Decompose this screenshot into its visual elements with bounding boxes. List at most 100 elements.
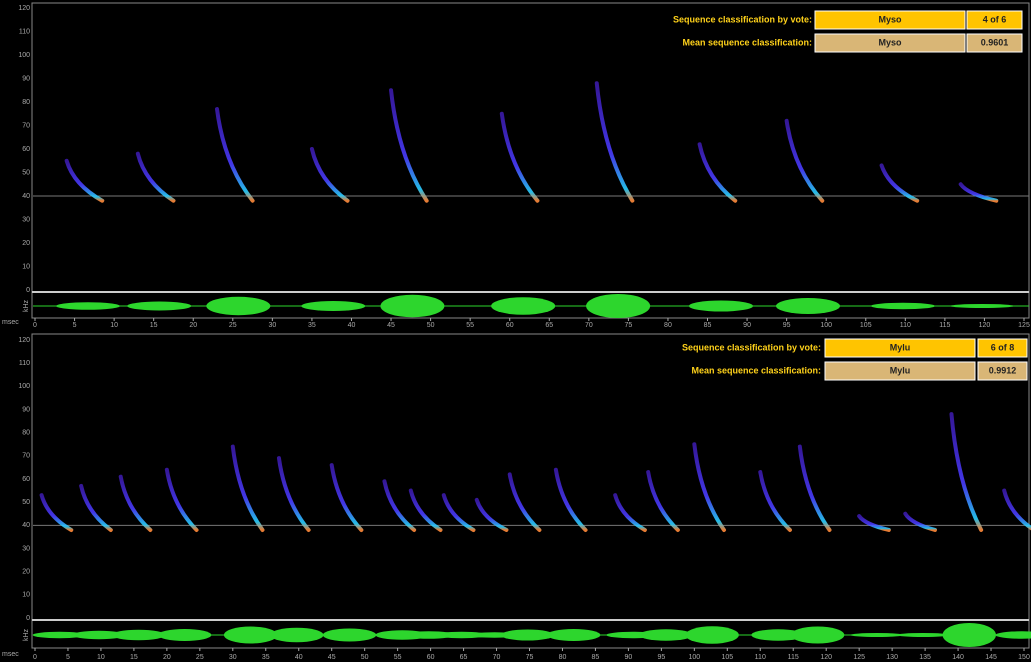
classification-label: Mean sequence classification: (691, 365, 821, 375)
y-tick-label: 90 (22, 406, 30, 413)
x-tick-label: 60 (506, 322, 514, 329)
waveform-blob (112, 630, 165, 641)
value-text: 0.9912 (989, 365, 1017, 375)
value-text: 6 of 8 (991, 342, 1015, 352)
x-tick-label: 55 (394, 654, 402, 661)
y-tick-label: 120 (18, 337, 30, 344)
x-tick-label: 50 (427, 322, 435, 329)
x-tick-label: 95 (657, 654, 665, 661)
y-tick-label: 0 (26, 287, 30, 294)
waveform-blob (158, 629, 211, 641)
x-axis-unit: msec (2, 319, 19, 326)
x-tick-label: 15 (150, 322, 158, 329)
x-tick-label: 90 (625, 654, 633, 661)
waveform-blob (270, 628, 323, 643)
waveform-blob (850, 633, 903, 637)
x-tick-label: 85 (592, 654, 600, 661)
x-tick-label: 10 (97, 654, 105, 661)
x-tick-label: 30 (229, 654, 237, 661)
y-axis-unit: kHz (23, 628, 30, 641)
waveform-blob (689, 301, 753, 312)
x-tick-label: 125 (1018, 322, 1030, 329)
x-tick-label: 105 (721, 654, 733, 661)
y-tick-label: 30 (22, 216, 30, 223)
x-tick-label: 50 (361, 654, 369, 661)
y-tick-label: 100 (18, 52, 30, 59)
waveform-blob (791, 627, 844, 644)
x-tick-label: 5 (66, 654, 70, 661)
y-tick-label: 70 (22, 453, 30, 460)
x-axis-unit: msec (2, 651, 19, 658)
y-tick-label: 70 (22, 122, 30, 129)
value-text: 0.9601 (981, 37, 1009, 47)
x-tick-label: 40 (295, 654, 303, 661)
x-tick-label: 0 (33, 654, 37, 661)
y-tick-label: 110 (19, 360, 30, 367)
x-tick-label: 135 (919, 654, 931, 661)
x-tick-label: 30 (268, 322, 276, 329)
y-tick-label: 60 (22, 146, 30, 153)
waveform-blob (776, 298, 840, 314)
y-tick-label: 40 (22, 193, 30, 200)
x-tick-label: 75 (625, 322, 633, 329)
x-tick-label: 75 (526, 654, 534, 661)
waveform-blob (301, 301, 365, 311)
value-text: 4 of 6 (983, 14, 1007, 24)
y-tick-label: 10 (22, 263, 30, 270)
species-value: Myso (878, 14, 902, 24)
x-tick-label: 35 (308, 322, 316, 329)
x-tick-label: 60 (427, 654, 435, 661)
x-tick-label: 115 (939, 322, 950, 329)
x-tick-label: 65 (460, 654, 468, 661)
x-tick-label: 20 (189, 322, 197, 329)
y-tick-label: 10 (22, 592, 30, 599)
species-value: Mylu (890, 365, 911, 375)
x-tick-label: 145 (985, 654, 997, 661)
y-tick-label: 80 (22, 99, 30, 106)
x-tick-label: 70 (493, 654, 501, 661)
waveform-blob (896, 633, 949, 637)
screen: 0 10 20 30 40 50 60 70 80 90 100 110 120 0 5 10 15 20 25 30… (0, 0, 1031, 662)
x-tick-label: 40 (348, 322, 356, 329)
y-tick-label: 90 (22, 75, 30, 82)
x-tick-label: 35 (262, 654, 270, 661)
x-tick-label: 90 (743, 322, 751, 329)
y-tick-label: 40 (22, 522, 30, 529)
x-tick-label: 95 (783, 322, 791, 329)
x-tick-label: 15 (130, 654, 138, 661)
x-tick-label: 150 (1018, 654, 1030, 661)
waveform-blob (943, 623, 996, 647)
x-tick-label: 120 (979, 322, 991, 329)
waveform-blob (639, 629, 692, 641)
x-tick-label: 80 (664, 322, 672, 329)
y-tick-label: 50 (22, 499, 30, 506)
y-tick-label: 120 (18, 5, 30, 12)
classification-label: Sequence classification by vote: (673, 14, 812, 24)
x-tick-label: 130 (886, 654, 898, 661)
x-tick-label: 140 (952, 654, 964, 661)
x-tick-label: 55 (466, 322, 474, 329)
y-tick-label: 20 (22, 240, 30, 247)
waveform-blob (685, 626, 738, 644)
waveform-blob (127, 302, 191, 311)
x-tick-label: 85 (704, 322, 712, 329)
x-tick-label: 110 (755, 654, 766, 661)
x-tick-label: 10 (110, 322, 118, 329)
x-tick-label: 120 (820, 654, 832, 661)
waveform-blob (950, 304, 1014, 308)
x-tick-label: 70 (585, 322, 593, 329)
y-tick-label: 80 (22, 430, 30, 437)
x-tick-label: 115 (788, 654, 799, 661)
x-tick-label: 100 (688, 654, 700, 661)
waveform-blob (56, 302, 120, 310)
y-tick-label: 20 (22, 569, 30, 576)
waveform-blob (380, 295, 444, 318)
x-tick-label: 110 (900, 322, 911, 329)
waveform-blob (491, 297, 555, 315)
waveform-blob (206, 297, 270, 316)
x-tick-label: 5 (73, 322, 77, 329)
x-tick-label: 25 (196, 654, 204, 661)
species-value: Mylu (890, 342, 911, 352)
x-tick-label: 45 (328, 654, 336, 661)
y-tick-label: 50 (22, 169, 30, 176)
